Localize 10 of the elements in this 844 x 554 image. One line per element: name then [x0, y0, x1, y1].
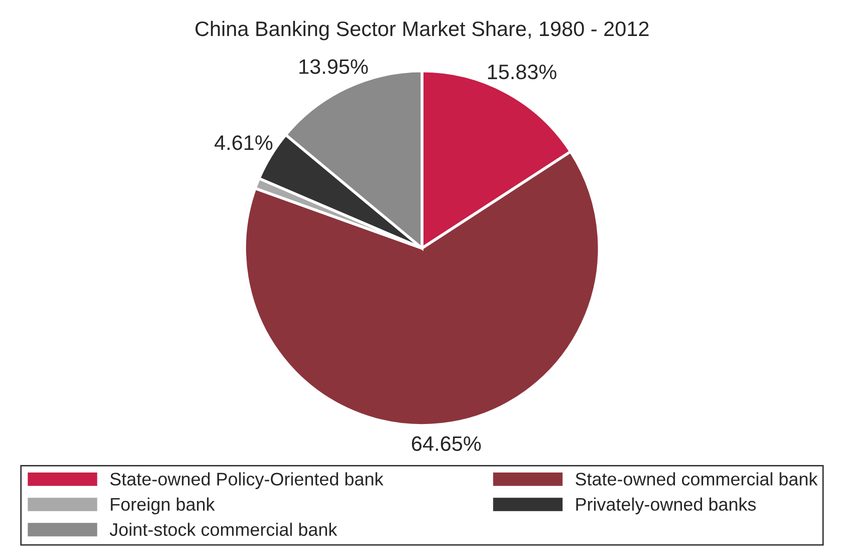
legend-label: Foreign bank	[110, 497, 215, 514]
data-label: 15.83%	[488, 64, 556, 80]
data-label: 64.65%	[412, 436, 481, 452]
data-label: 4.61%	[214, 135, 272, 150]
legend-label: State-owned commercial bank	[576, 472, 818, 486]
legend-label: Privately-owned banks	[576, 497, 756, 514]
legend-label: Joint-stock commercial bank	[110, 522, 338, 536]
data-label: 13.95%	[299, 59, 368, 74]
chart-title: China Banking Sector Market Share, 1980 - 2012	[196, 20, 649, 40]
legend-label: State-owned Policy-Oriented bank	[110, 472, 384, 490]
